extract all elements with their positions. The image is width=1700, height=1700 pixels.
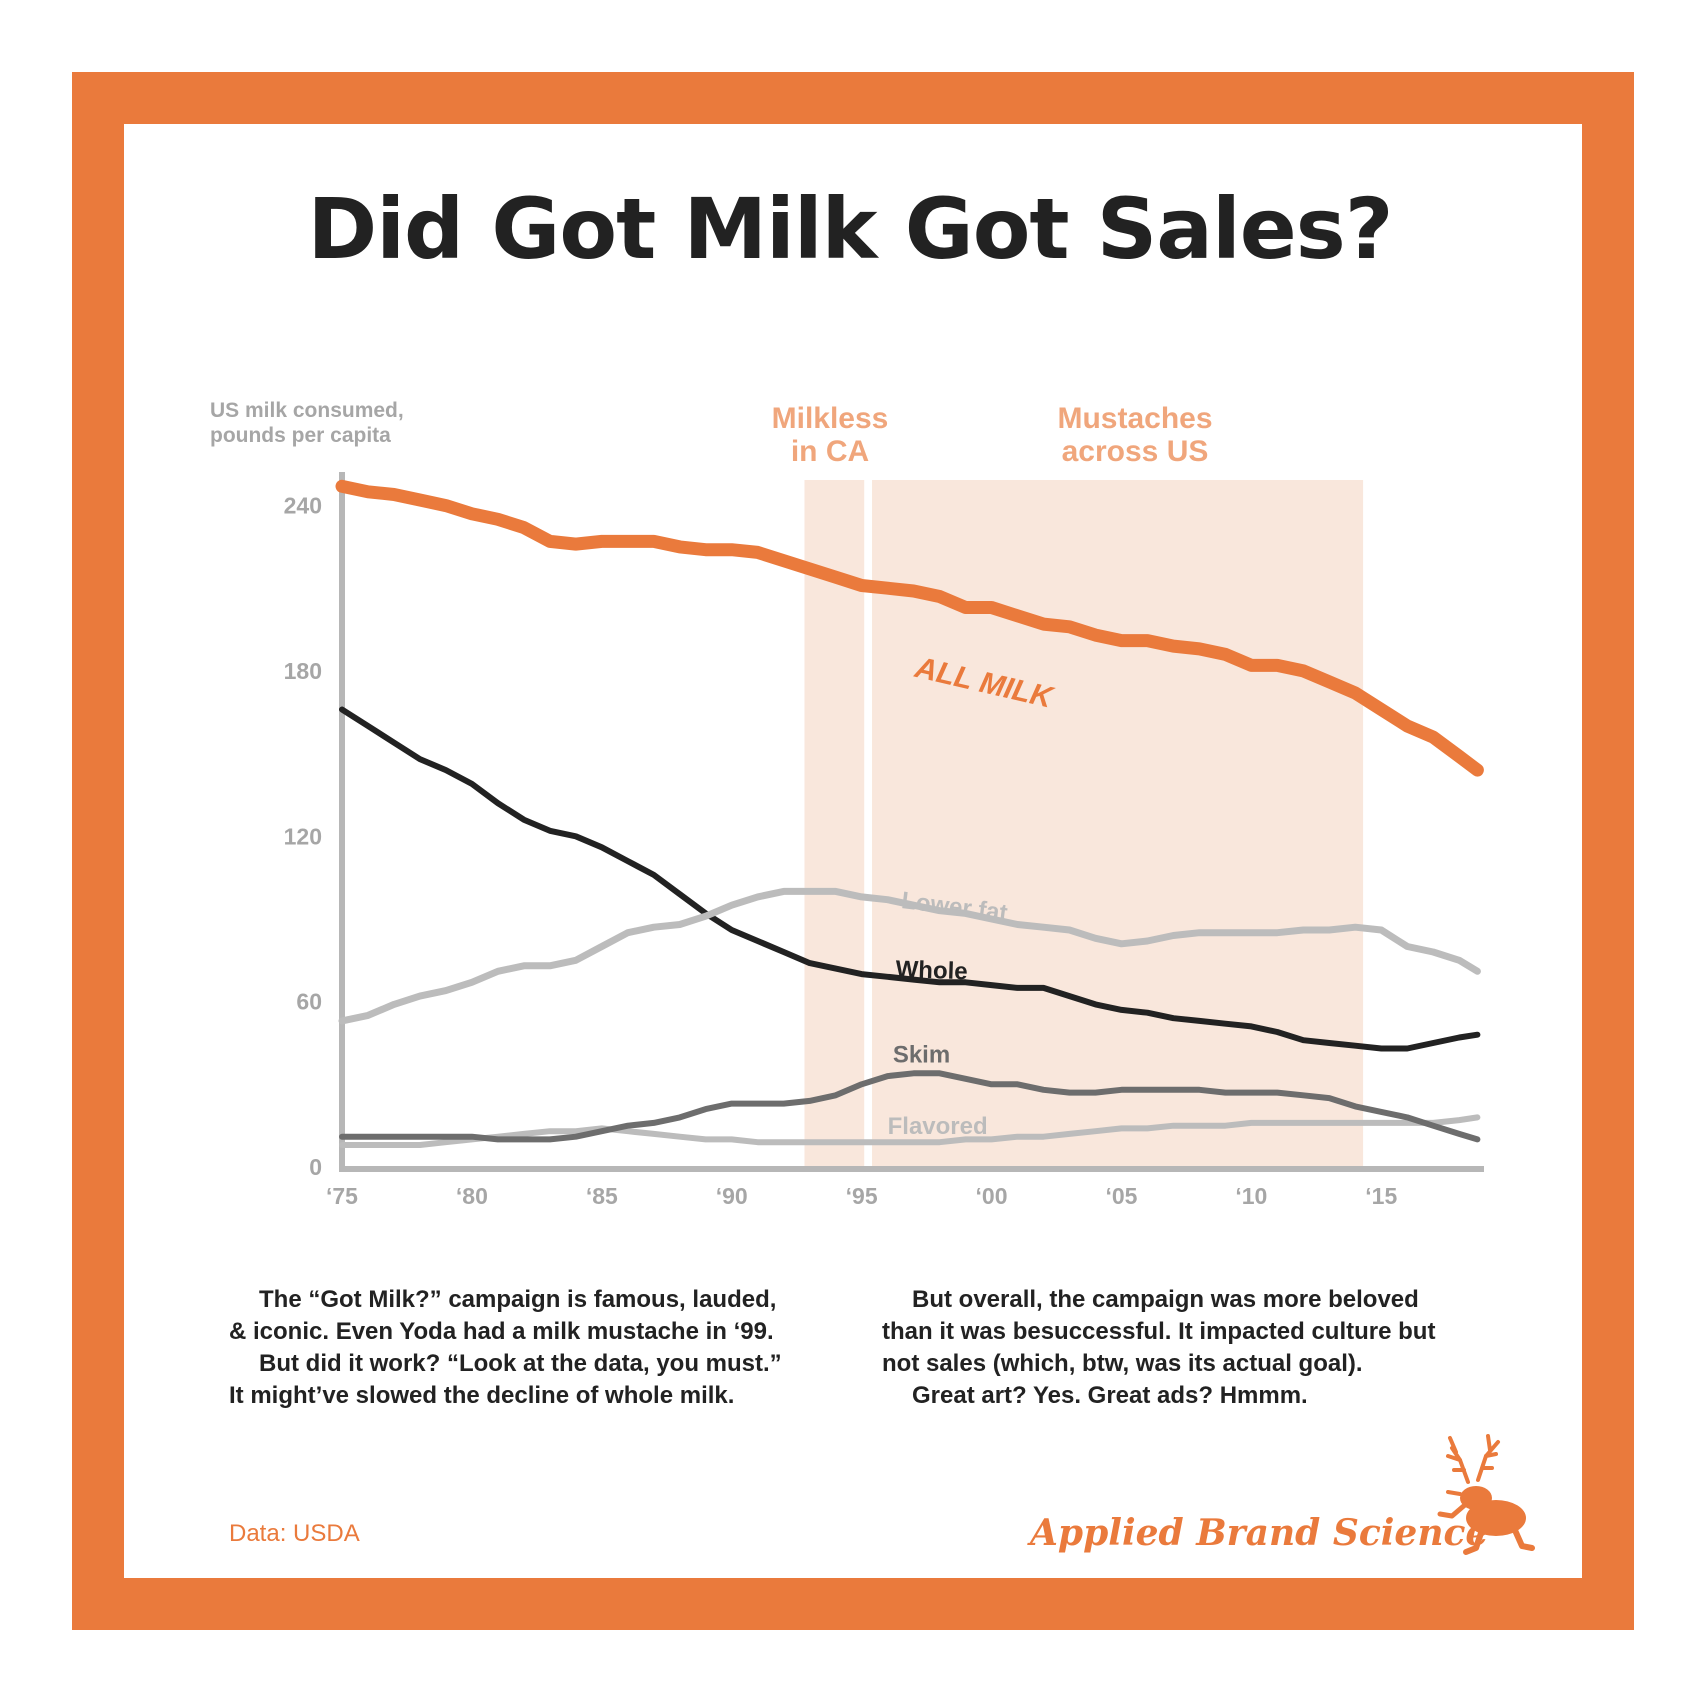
jackalope-icon: [1437, 1434, 1535, 1555]
x-tick-label: ‘00: [976, 1183, 1008, 1209]
paragraph-left: The “Got Milk?” campaign is famous, laud…: [229, 1284, 782, 1412]
series-label-whole: Whole: [895, 956, 968, 985]
y-tick-label: 0: [309, 1154, 322, 1180]
x-tick-label: ‘05: [1105, 1183, 1137, 1209]
milkless-band: [804, 480, 865, 1167]
series-line-whole: [339, 706, 1481, 1052]
paragraph-line: The “Got Milk?” campaign is famous, laud…: [259, 1286, 777, 1313]
mustaches-label-line: across US: [1061, 435, 1209, 468]
paragraph-line: Great art? Yes. Great ads? Hmmm.: [912, 1382, 1308, 1409]
paragraph-line: not sales (which, btw, was its actual go…: [882, 1350, 1363, 1377]
x-tick-label: ‘85: [586, 1183, 618, 1209]
milkless-band-label: Milkless in CA: [760, 402, 900, 468]
y-tick-label: 240: [284, 493, 322, 519]
data-source: Data: USDA: [229, 1520, 360, 1547]
milkless-label-line: in CA: [790, 435, 870, 468]
series-line-all-milk: [335, 479, 1484, 777]
paragraph-line: But overall, the campaign was more belov…: [912, 1286, 1419, 1313]
series-label-flavored: Flavored: [888, 1113, 988, 1140]
x-tick-label: ‘15: [1365, 1183, 1397, 1209]
mustaches-band-label: Mustaches across US: [1030, 402, 1240, 468]
x-tick-label: ‘95: [846, 1183, 878, 1209]
y-axis-title-line: US milk consumed,: [210, 399, 404, 422]
page-frame: [72, 72, 1634, 1630]
y-tick-label: 120: [284, 823, 322, 849]
mustaches-band: [872, 480, 1364, 1167]
paragraph-line: It might’ve slowed the decline of whole …: [229, 1382, 735, 1409]
y-axis-title-line: pounds per capita: [210, 424, 391, 447]
x-tick-label: ‘75: [326, 1183, 358, 1209]
x-tick-label: ‘90: [716, 1183, 748, 1209]
series-label-skim: Skim: [893, 1041, 950, 1068]
paragraph-right: But overall, the campaign was more belov…: [882, 1284, 1435, 1412]
x-tick-label: ‘80: [456, 1183, 488, 1209]
page-title: Did Got Milk Got Sales?: [307, 180, 1394, 278]
paragraph-line: & iconic. Even Yoda had a milk mustache …: [229, 1318, 774, 1345]
paragraph-line: But did it work? “Look at the data, you …: [259, 1350, 782, 1377]
y-tick-label: 60: [296, 989, 322, 1015]
y-tick-label: 180: [284, 658, 322, 684]
brand-name: Applied Brand Science: [1030, 1512, 1489, 1554]
paragraph-line: than it was besuccessful. It impacted cu…: [882, 1318, 1436, 1345]
series-line-flavored: [339, 1114, 1481, 1148]
series-line-skim: [339, 1070, 1481, 1143]
x-tick-label: ‘10: [1235, 1183, 1267, 1209]
y-axis-title: US milk consumed, pounds per capita: [210, 398, 404, 448]
milkless-label-line: Milkless: [771, 402, 889, 435]
series-line-lower-fat: [338, 887, 1481, 1025]
mustaches-label-line: Mustaches: [1057, 402, 1213, 435]
